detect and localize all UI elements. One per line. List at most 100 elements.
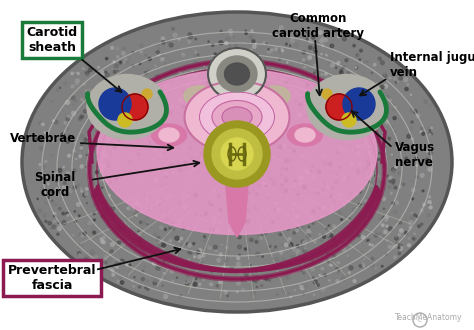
Circle shape — [291, 256, 294, 259]
Circle shape — [230, 33, 232, 36]
Circle shape — [344, 140, 346, 142]
Circle shape — [163, 152, 164, 154]
Circle shape — [55, 173, 56, 175]
Circle shape — [348, 200, 350, 201]
Circle shape — [135, 121, 138, 125]
Circle shape — [298, 177, 301, 180]
Ellipse shape — [288, 124, 322, 146]
Circle shape — [153, 82, 155, 84]
Circle shape — [122, 94, 148, 120]
Circle shape — [193, 256, 196, 258]
Circle shape — [75, 100, 77, 102]
Circle shape — [335, 245, 337, 248]
Circle shape — [314, 240, 316, 242]
Circle shape — [132, 64, 134, 66]
Circle shape — [91, 250, 95, 254]
Circle shape — [210, 94, 212, 97]
Circle shape — [98, 85, 101, 88]
Circle shape — [215, 116, 219, 120]
Circle shape — [128, 102, 129, 103]
Circle shape — [186, 195, 187, 196]
Circle shape — [167, 253, 168, 254]
Circle shape — [309, 46, 312, 49]
Circle shape — [66, 141, 69, 143]
Circle shape — [247, 91, 250, 94]
Circle shape — [203, 239, 206, 242]
Circle shape — [159, 243, 161, 245]
Circle shape — [80, 115, 83, 118]
Circle shape — [124, 62, 125, 63]
Circle shape — [97, 184, 100, 186]
Circle shape — [109, 183, 111, 185]
Circle shape — [228, 183, 230, 185]
Circle shape — [378, 159, 380, 161]
Circle shape — [66, 101, 70, 104]
Circle shape — [141, 97, 144, 101]
Circle shape — [350, 193, 352, 195]
Circle shape — [247, 249, 251, 253]
Circle shape — [277, 124, 279, 127]
Ellipse shape — [212, 101, 262, 134]
Circle shape — [110, 207, 114, 211]
Circle shape — [161, 200, 163, 201]
Circle shape — [272, 220, 275, 224]
Circle shape — [301, 206, 303, 208]
Circle shape — [326, 228, 328, 229]
Circle shape — [326, 213, 328, 214]
Circle shape — [203, 65, 205, 67]
Circle shape — [336, 270, 337, 272]
Circle shape — [195, 278, 197, 280]
Circle shape — [182, 90, 185, 92]
Circle shape — [228, 29, 232, 33]
Circle shape — [352, 148, 354, 150]
Circle shape — [383, 136, 385, 139]
Circle shape — [161, 291, 162, 292]
Circle shape — [290, 88, 291, 90]
Circle shape — [56, 188, 58, 190]
Circle shape — [295, 259, 299, 263]
Circle shape — [430, 105, 432, 107]
Circle shape — [336, 100, 337, 101]
Circle shape — [100, 238, 103, 241]
Circle shape — [290, 243, 293, 246]
Circle shape — [428, 197, 430, 198]
Circle shape — [235, 192, 238, 195]
Circle shape — [372, 244, 374, 246]
Circle shape — [294, 137, 295, 138]
Circle shape — [303, 272, 305, 274]
Circle shape — [165, 176, 167, 178]
Circle shape — [127, 207, 130, 210]
Circle shape — [229, 45, 231, 47]
Circle shape — [76, 202, 80, 206]
Circle shape — [308, 231, 311, 234]
Circle shape — [237, 204, 240, 208]
Circle shape — [301, 27, 303, 28]
Circle shape — [130, 98, 131, 99]
Circle shape — [51, 190, 53, 193]
Circle shape — [236, 188, 237, 190]
Circle shape — [288, 237, 291, 240]
Circle shape — [245, 215, 247, 217]
Circle shape — [343, 116, 347, 120]
Circle shape — [297, 227, 298, 228]
Circle shape — [272, 253, 273, 254]
Circle shape — [245, 248, 246, 250]
Circle shape — [253, 240, 255, 242]
Circle shape — [355, 67, 357, 68]
Circle shape — [100, 94, 103, 98]
Circle shape — [103, 164, 106, 167]
Circle shape — [101, 212, 104, 215]
Ellipse shape — [152, 124, 186, 146]
Circle shape — [114, 224, 116, 225]
Circle shape — [194, 92, 198, 95]
Circle shape — [213, 267, 216, 269]
Circle shape — [117, 70, 118, 72]
Circle shape — [356, 145, 359, 148]
Circle shape — [118, 121, 120, 123]
Circle shape — [216, 79, 218, 81]
Circle shape — [196, 161, 200, 164]
Circle shape — [246, 92, 248, 94]
Circle shape — [374, 198, 376, 199]
Circle shape — [221, 138, 253, 170]
Circle shape — [202, 254, 205, 257]
